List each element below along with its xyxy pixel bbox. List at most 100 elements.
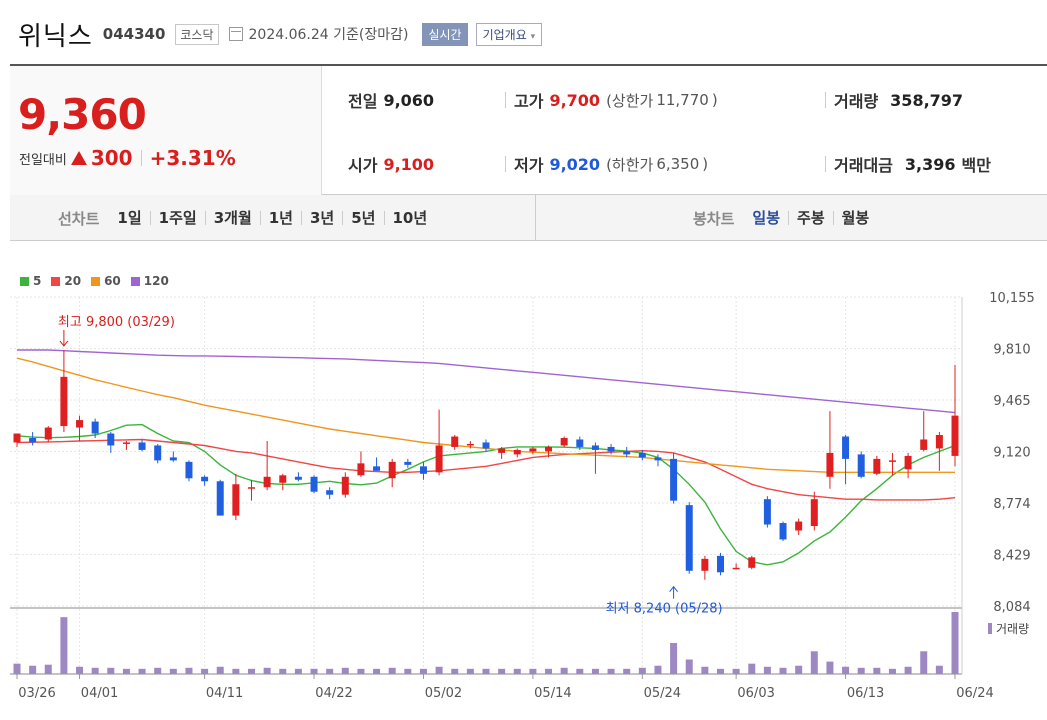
current-price: 9,360	[18, 90, 147, 139]
quote-panel: 9,360 전일대비 300 +3.31% 전일 9,060 시가 9,100 …	[10, 64, 1047, 195]
candle-body	[122, 442, 130, 444]
volume-bar	[482, 668, 490, 674]
candle-body	[201, 476, 209, 482]
y-tick-label: 8,429	[993, 549, 1030, 564]
y-tick-label: 9,810	[993, 343, 1030, 358]
x-tick-label: 06/03	[737, 686, 774, 701]
volume-bar	[169, 668, 177, 674]
candle-body	[685, 505, 693, 571]
x-tick-label: 05/02	[425, 686, 462, 701]
realtime-button[interactable]: 실시간	[422, 22, 468, 46]
chart-period-toolbar: 선차트 1일 1주일 3개월 1년 3년 5년 10년 봉차트 일봉 주봉 월봉	[10, 195, 1047, 241]
volume-bar	[935, 665, 943, 674]
legend-label: 20	[64, 274, 82, 288]
period-10y[interactable]: 10년	[383, 211, 436, 226]
high-price: 고가 9,700 (상한가 11,770 )	[514, 88, 718, 112]
low-arrow-icon	[669, 585, 678, 593]
period-1w[interactable]: 1주일	[149, 211, 205, 226]
candle-weekly[interactable]: 주봉	[788, 211, 833, 226]
chevron-down-icon: ▾	[530, 31, 536, 42]
quote-date: 2024.06.24 기준(장마감)	[248, 27, 409, 43]
volume-bar	[951, 612, 959, 674]
low-label: 저가	[514, 156, 544, 175]
period-1d[interactable]: 1일	[117, 209, 142, 227]
candle-body	[904, 455, 912, 470]
volume-bar	[529, 668, 537, 674]
ma-legend: 5 20 60 120	[20, 274, 169, 288]
candle-body	[920, 439, 928, 450]
up-triangle-icon	[70, 151, 87, 165]
trade-amount: 거래대금 3,396 백만	[834, 152, 991, 176]
volume-bar	[404, 668, 412, 674]
volume-bar	[326, 668, 334, 674]
volume-legend-swatch	[988, 623, 992, 634]
volume-bar	[232, 668, 240, 674]
volume-bar	[216, 666, 224, 674]
candle-body	[857, 454, 865, 477]
upper-limit-value: 11,770	[656, 91, 709, 109]
volume-legend-label: 거래량	[996, 622, 1029, 636]
candle-monthly[interactable]: 월봉	[832, 211, 878, 226]
volume-bar	[201, 668, 209, 674]
candle-body	[279, 475, 287, 483]
candle-body	[419, 466, 427, 474]
period-1y[interactable]: 1년	[259, 211, 301, 226]
candle-body	[498, 448, 506, 453]
period-3m[interactable]: 3개월	[204, 211, 260, 226]
volume-bar	[670, 643, 678, 674]
candle-daily[interactable]: 일봉	[752, 209, 781, 227]
x-tick-label: 04/11	[206, 686, 243, 701]
volume-bar	[122, 668, 130, 674]
candle-body	[357, 463, 365, 476]
candle-body	[654, 457, 662, 461]
volume-bar	[466, 668, 474, 674]
amount-value: 3,396	[904, 154, 956, 174]
legend-swatch	[51, 276, 61, 286]
high-value: 9,700	[549, 90, 601, 110]
high-arrow-icon	[59, 340, 69, 347]
legend-swatch	[91, 276, 101, 286]
candle-body	[701, 558, 709, 571]
candle-body	[60, 376, 68, 427]
candle-body	[576, 439, 584, 447]
candle-body	[44, 427, 52, 440]
volume-bar	[779, 667, 787, 674]
upper-limit-label: (상한가	[606, 91, 654, 110]
volume-bar	[419, 668, 427, 674]
volume-bar	[154, 667, 162, 674]
toolbar-divider	[535, 195, 536, 241]
period-3y[interactable]: 3년	[301, 211, 342, 226]
candle-body	[76, 420, 84, 428]
legend-label: 120	[143, 274, 169, 288]
volume-bar	[185, 667, 193, 674]
legend-label: 60	[104, 274, 121, 288]
legend-label: 5	[33, 274, 42, 288]
volume-bar	[388, 667, 396, 674]
candle-chart-periods: 봉차트 일봉 주봉 월봉	[693, 195, 877, 241]
candle-body	[888, 460, 896, 462]
candle-body	[373, 466, 381, 471]
company-overview-dropdown[interactable]: 기업개요 ▾	[475, 22, 543, 46]
candle-body	[607, 446, 615, 452]
volume-bar	[904, 666, 912, 674]
volume-bar	[373, 668, 381, 674]
volume-bar	[513, 668, 521, 674]
open-value: 9,100	[383, 154, 435, 174]
legend-ma5: 5	[20, 274, 41, 288]
legend-ma60: 60	[91, 274, 121, 288]
volume-bar	[717, 668, 724, 674]
candle-body	[232, 484, 240, 516]
volume-bar	[138, 668, 146, 674]
volume-bar	[451, 668, 459, 674]
candle-body	[107, 433, 115, 446]
candle-body	[623, 451, 631, 455]
lower-limit-label: (하한가	[606, 155, 654, 174]
line-chart-label: 선차트	[58, 209, 100, 228]
volume-bar	[545, 668, 553, 674]
ma120-line	[17, 349, 956, 414]
lower-limit-value: 6,350	[656, 155, 700, 173]
volume-bar	[44, 664, 52, 674]
candle-body	[138, 442, 146, 450]
period-5y[interactable]: 5년	[342, 211, 383, 226]
